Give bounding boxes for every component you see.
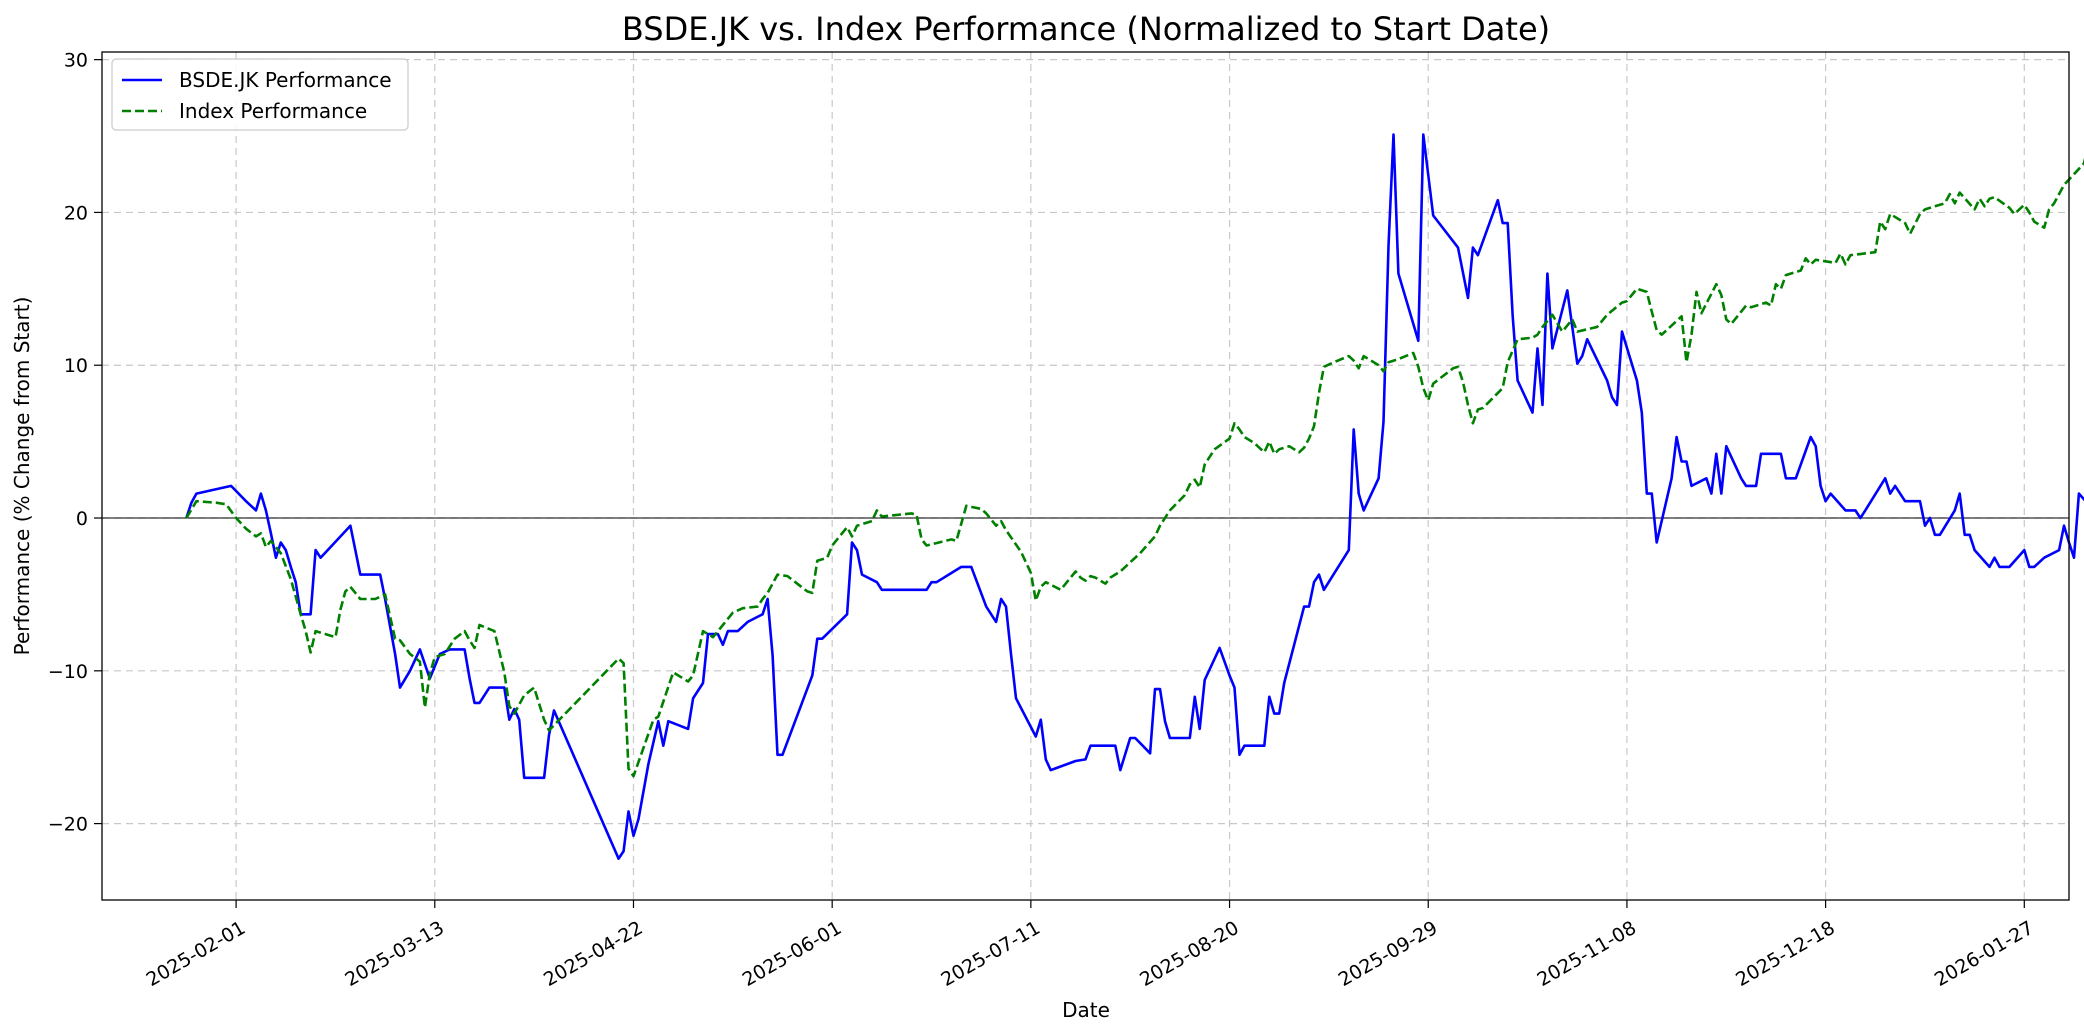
- y-tick-label: −20: [48, 814, 88, 836]
- legend: BSDE.JK Performance Index Performance: [111, 58, 409, 131]
- series-lines: [185, 133, 2084, 860]
- grid-lines: [102, 52, 2069, 900]
- x-axis-label: Date: [1062, 998, 1110, 1022]
- y-tick-label: 20: [64, 202, 88, 224]
- series-line-index: [185, 157, 2084, 778]
- plot-frame: [101, 51, 2070, 901]
- legend-label-index: Index Performance: [179, 99, 367, 123]
- legend-box: [111, 58, 409, 131]
- y-axis-label: Performance (% Change from Start): [10, 297, 34, 656]
- y-axis-ticks: −20 −10 0 10 20 30: [48, 50, 102, 836]
- y-tick-label: 0: [76, 508, 88, 530]
- chart-title: BSDE.JK vs. Index Performance (Normalize…: [622, 10, 1550, 48]
- y-tick-label: −10: [48, 661, 88, 683]
- y-tick-label: 10: [64, 355, 88, 377]
- legend-label-bsde: BSDE.JK Performance: [179, 68, 392, 92]
- y-tick-label: 30: [64, 50, 88, 72]
